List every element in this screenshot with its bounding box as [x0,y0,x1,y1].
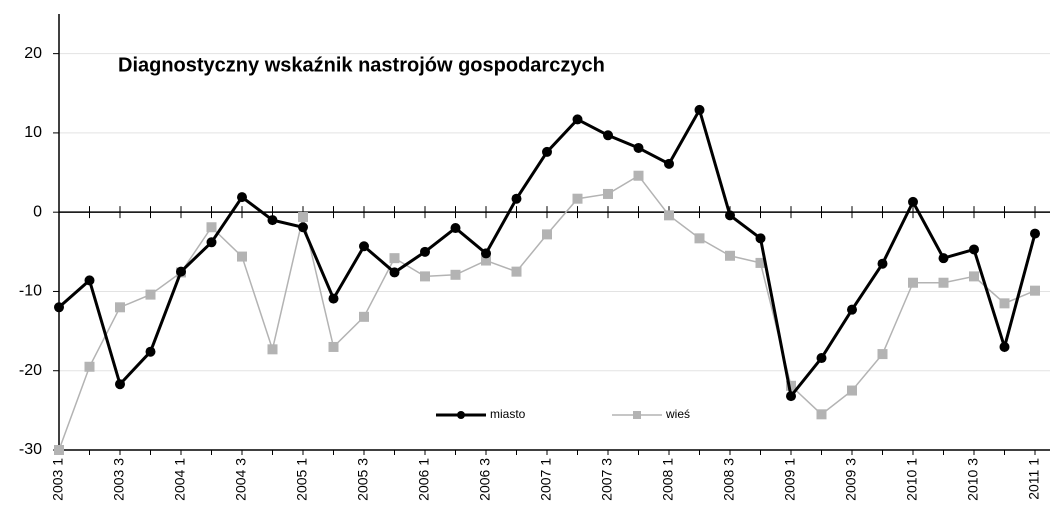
data-point [84,275,95,286]
y-tick-label: 10 [24,124,42,141]
y-tick-label: -30 [19,441,42,458]
data-point [908,196,918,207]
data-point [328,341,339,352]
data-point [999,298,1010,309]
data-point [938,253,949,264]
data-point [633,170,644,181]
data-point [481,248,491,259]
x-tick-label: 2008 3 [721,458,737,501]
data-point [572,114,583,125]
data-point [298,211,308,222]
data-point [450,269,461,280]
data-point [54,302,64,313]
x-tick-label: 2006 3 [477,458,493,501]
chart-title: Diagnostyczny wskaźnik nastrojów gospoda… [118,54,605,76]
data-point [389,267,400,278]
data-point [298,222,308,233]
data-point [542,146,552,157]
data-point [572,193,583,204]
data-point [786,391,796,402]
data-point [359,311,369,322]
data-point [450,223,461,234]
x-tick-label: 2003 1 [50,458,66,501]
x-tick-label: 2006 1 [416,458,432,501]
data-point [267,215,278,226]
data-point [847,385,857,396]
data-point [267,344,278,355]
data-point [420,271,430,282]
legend-marker [633,411,641,419]
data-point [877,349,888,360]
data-point [84,361,95,372]
data-point [755,233,766,244]
data-point [206,222,217,233]
data-point [115,302,125,313]
data-point [694,233,705,244]
data-point [999,341,1010,352]
data-point [969,244,979,255]
data-point [542,229,552,240]
x-tick-label: 2005 1 [294,458,310,501]
data-point [603,130,613,141]
data-point [115,379,125,390]
data-point [1030,228,1040,239]
data-point [969,271,979,282]
data-point [1030,285,1040,296]
data-point [664,210,674,221]
data-point [359,241,369,252]
x-tick-label: 2009 1 [782,458,798,501]
data-point [694,104,705,115]
data-point [877,258,888,269]
data-point [389,253,400,264]
x-tick-label: 2003 3 [111,458,127,501]
x-tick-label: 2010 1 [904,458,920,501]
data-point [603,188,613,199]
data-point [725,210,735,221]
x-tick-label: 2004 3 [233,458,249,501]
x-tick-label: 2007 1 [538,458,554,501]
data-point [511,266,522,277]
legend-label: miasto [490,407,526,421]
y-tick-label: -20 [19,362,42,379]
x-tick-label: 2009 3 [843,458,859,501]
data-point [847,304,857,315]
x-tick-label: 2008 1 [660,458,676,501]
data-point [633,142,644,153]
legend-marker [457,411,465,419]
data-point [755,257,766,268]
data-point [145,289,156,300]
y-tick-label: 20 [24,45,42,62]
data-point [145,346,156,357]
data-point [664,158,674,169]
x-tick-label: 2007 3 [599,458,615,501]
data-point [938,277,949,288]
data-point [237,192,247,203]
x-tick-label: 2011 1 [1026,458,1042,500]
data-point [908,277,918,288]
data-point [511,193,522,204]
x-tick-label: 2010 3 [965,458,981,501]
data-point [176,266,186,277]
data-point [206,237,217,248]
y-tick-label: 0 [33,203,42,220]
data-point [481,255,491,266]
legend-label: wieś [665,407,690,421]
y-tick-label: -10 [19,283,42,300]
data-point [725,250,735,261]
data-point [816,353,827,364]
data-point [420,246,430,257]
data-point [328,293,339,304]
data-point [54,445,64,455]
data-point [816,409,827,420]
x-tick-label: 2005 3 [355,458,371,501]
x-tick-label: 2004 1 [172,458,188,501]
data-point [786,380,796,391]
data-point [237,251,247,262]
